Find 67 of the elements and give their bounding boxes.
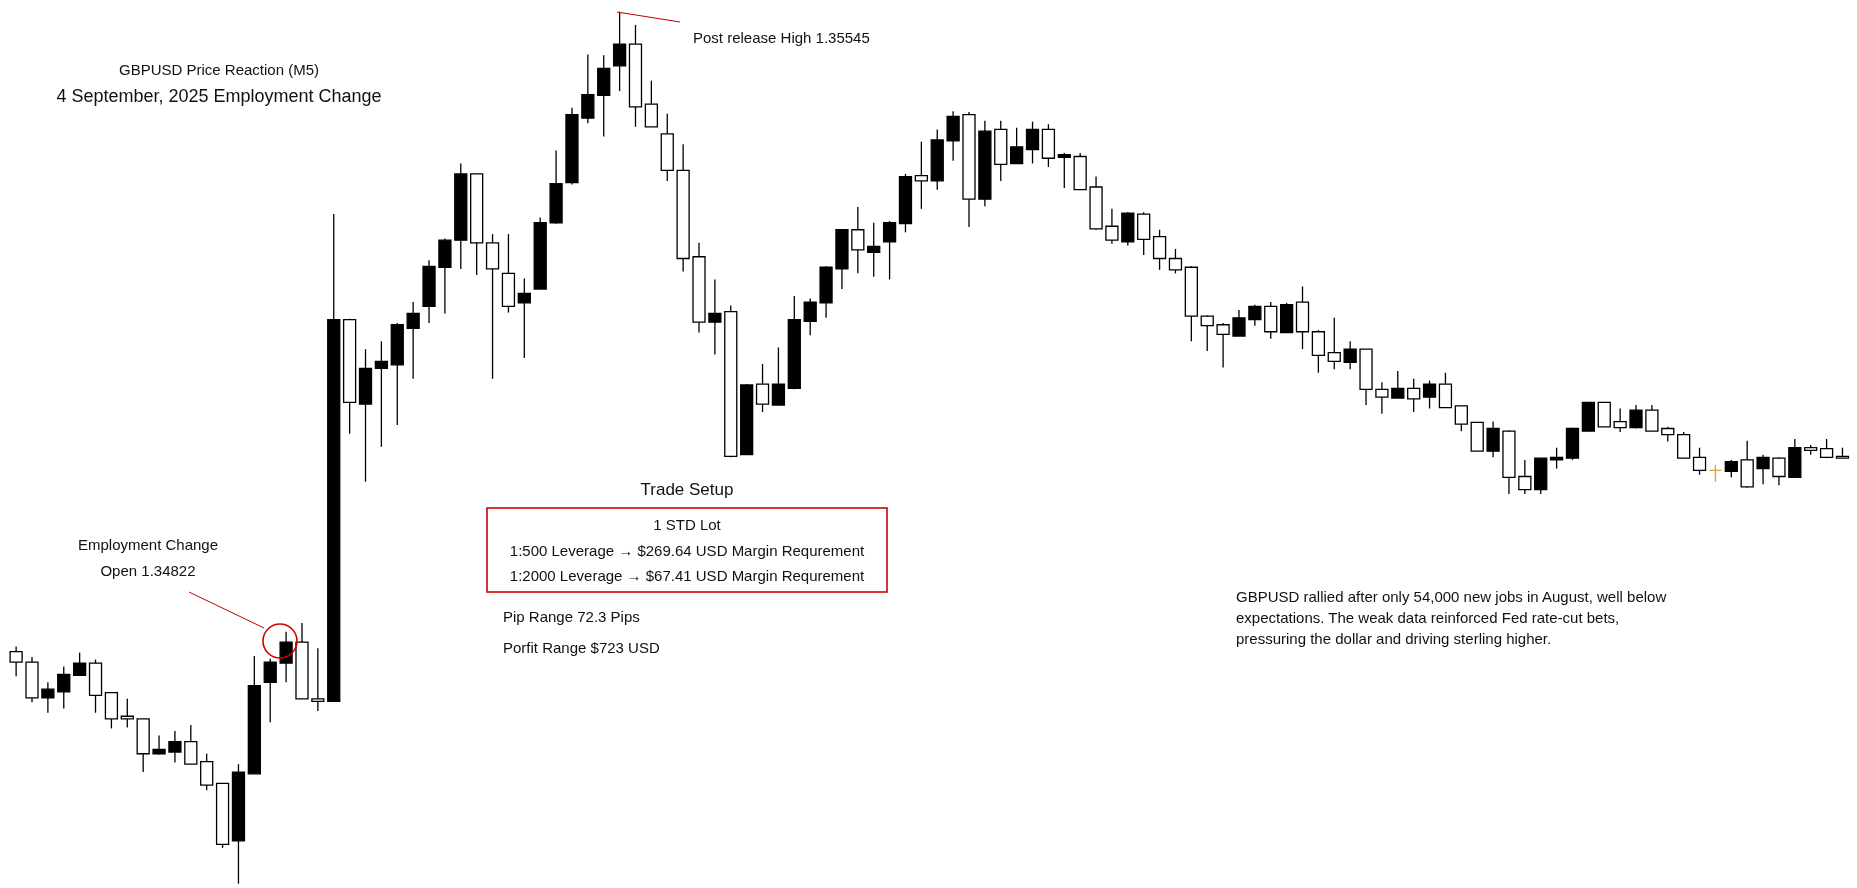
candlestick <box>914 141 928 210</box>
candlestick <box>1025 120 1040 165</box>
candlestick <box>1549 447 1564 470</box>
annotation: GBPUSD rallied after only 54,000 new jobs in August, well below expectations. The weak data reinforced Fed rate-cut bets, pressuring the dollar and driving sterling higher. <box>1236 587 1668 649</box>
candlestick <box>1311 329 1326 374</box>
candlestick <box>644 80 659 128</box>
annotation: Employment Change <box>77 536 219 553</box>
candlestick <box>1486 420 1500 458</box>
annotation: Pip Range 72.3 Pips <box>503 608 640 625</box>
annotation: Trade Setup <box>640 480 734 499</box>
candlestick <box>200 753 214 791</box>
candlestick <box>581 53 595 125</box>
candlestick <box>1692 447 1707 476</box>
annotation: 1:500 Leverage → $269.64 USD Margin Requrement <box>509 542 865 559</box>
candlestick <box>1772 456 1786 486</box>
candlestick <box>120 698 134 729</box>
candlestick <box>1629 404 1643 430</box>
candlestick <box>1343 340 1357 370</box>
annotation: Post release High 1.35545 <box>693 29 870 46</box>
candlestick <box>1152 229 1167 271</box>
candlestick <box>152 734 166 756</box>
candlestick <box>1105 208 1119 245</box>
candlestick <box>771 346 786 406</box>
candlestick <box>168 730 182 764</box>
candlestick <box>406 301 420 380</box>
annotation: 1:2000 Leverage → $67.41 USD Margin Requrement <box>509 567 865 584</box>
candlestick <box>612 11 627 92</box>
candlestick <box>1391 370 1405 399</box>
candlestick <box>882 220 897 281</box>
candlestick <box>1200 314 1214 352</box>
candlestick <box>851 206 865 274</box>
candlestick <box>57 665 71 710</box>
candlestick <box>755 363 770 413</box>
candlestick <box>803 297 817 336</box>
candlestick <box>1009 127 1024 165</box>
candlestick <box>1232 309 1246 337</box>
text: GBPUSD Price Reaction (M5) <box>118 61 320 78</box>
candlestick <box>72 651 87 676</box>
candlestick <box>1168 248 1183 274</box>
candlestick <box>1057 152 1071 189</box>
candlestick <box>867 222 881 278</box>
candlestick <box>1756 454 1770 485</box>
candlestick <box>41 681 55 714</box>
candlestick <box>279 631 293 683</box>
annotation: Porfit Range $723 USD <box>503 639 660 656</box>
annotation: 1 STD Lot <box>653 516 721 533</box>
candlestick <box>1518 459 1532 495</box>
candlestick <box>1645 404 1659 432</box>
candlestick <box>1375 381 1389 415</box>
candlestick <box>184 724 198 765</box>
candlestick <box>263 658 277 723</box>
text: 4 September, 2025 Employment Change <box>56 86 382 106</box>
candlestick <box>374 340 389 448</box>
candlestick <box>1454 405 1468 432</box>
candlestick <box>1613 407 1627 433</box>
candlestick <box>9 645 23 677</box>
candlestick <box>708 278 722 356</box>
candlestick <box>1677 431 1691 459</box>
candlestick <box>1248 304 1262 327</box>
candlestick <box>311 647 325 712</box>
candlestick <box>1327 317 1341 370</box>
candlestick <box>1438 372 1453 409</box>
candlestick <box>1407 378 1421 413</box>
annotation: Open 1.34822 <box>100 562 196 579</box>
candlestick <box>1216 322 1230 369</box>
candlestick <box>1422 379 1437 410</box>
candlestick <box>517 277 531 359</box>
